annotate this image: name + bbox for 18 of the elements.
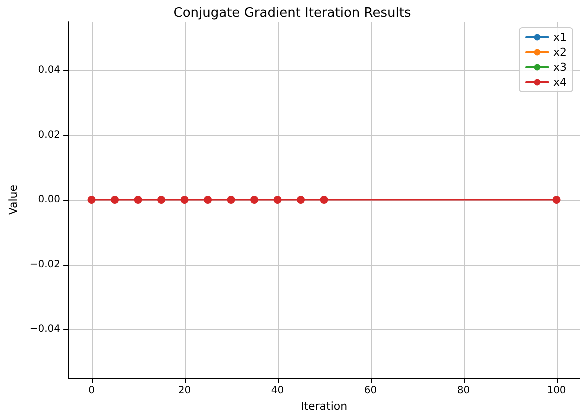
- x-tick-label: 0: [88, 386, 95, 397]
- x-tick-label: 40: [271, 386, 284, 397]
- x-tick-label: 20: [178, 386, 192, 397]
- x-axis-title: Iteration: [300, 400, 348, 413]
- legend-label: x4: [553, 76, 568, 89]
- y-tick-label: 0.04: [38, 65, 61, 76]
- legend-label: x3: [553, 61, 568, 74]
- y-tick-label: −0.04: [30, 324, 61, 336]
- legend-label: x1: [553, 31, 568, 44]
- chart-title: Conjugate Gradient Iteration Results: [174, 6, 412, 21]
- legend-label: x2: [553, 46, 568, 59]
- y-tick-label: 0.00: [38, 194, 61, 206]
- x-tick-label: 80: [457, 386, 470, 397]
- x-tick-label: 100: [547, 386, 566, 397]
- x-tick-label: 60: [364, 386, 378, 397]
- y-axis-title: Value: [7, 184, 20, 216]
- y-tick-label: 0.02: [38, 130, 61, 141]
- y-tick-label: −0.02: [30, 259, 61, 270]
